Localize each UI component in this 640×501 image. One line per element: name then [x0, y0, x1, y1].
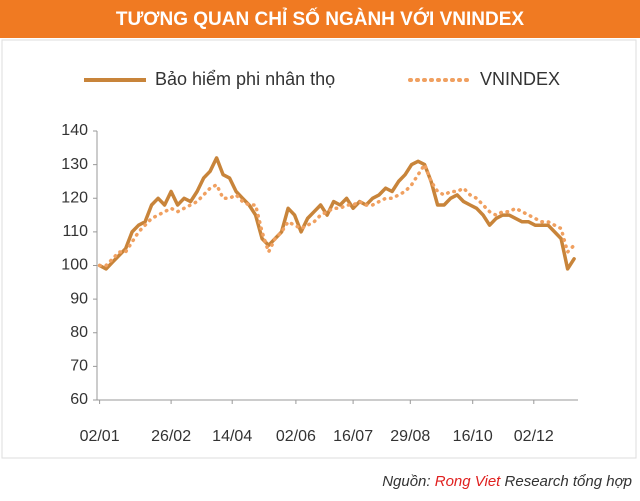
- y-tick-label: 110: [62, 223, 88, 240]
- y-tick-label: 70: [70, 358, 88, 375]
- x-tick-label: 02/12: [514, 428, 554, 445]
- source-prefix: Nguồn:: [382, 473, 430, 490]
- y-tick-label: 80: [70, 324, 88, 341]
- x-tick-label: 16/07: [333, 428, 373, 445]
- y-tick-label: 140: [61, 122, 88, 139]
- y-tick-label: 60: [70, 391, 88, 408]
- chart-title: TƯƠNG QUAN CHỈ SỐ NGÀNH VỚI VNINDEX: [116, 8, 524, 30]
- x-tick-label: 02/01: [80, 428, 120, 445]
- x-tick-label: 29/08: [390, 428, 430, 445]
- x-tick-label: 16/10: [453, 428, 493, 445]
- source-suffix: Research tổng hợp: [505, 473, 632, 490]
- y-tick-label: 100: [61, 257, 88, 274]
- source-highlight: Rong Viet: [435, 473, 501, 490]
- source-note: Nguồn: Rong Viet Research tổng hợp: [382, 473, 632, 490]
- title-banner: [0, 0, 640, 38]
- series-line: [97, 156, 576, 271]
- x-tick-label: 14/04: [212, 428, 252, 445]
- x-tick-label: 26/02: [151, 428, 191, 445]
- y-tick-label: 130: [61, 156, 88, 173]
- legend-label: Bảo hiểm phi nhân thọ: [155, 69, 335, 89]
- series-line: [97, 162, 576, 268]
- legend-label: VNINDEX: [480, 69, 560, 89]
- y-tick-label: 120: [61, 189, 88, 206]
- x-tick-label: 02/06: [276, 428, 316, 445]
- y-tick-label: 90: [70, 290, 88, 307]
- chart-frame: [1, 39, 637, 459]
